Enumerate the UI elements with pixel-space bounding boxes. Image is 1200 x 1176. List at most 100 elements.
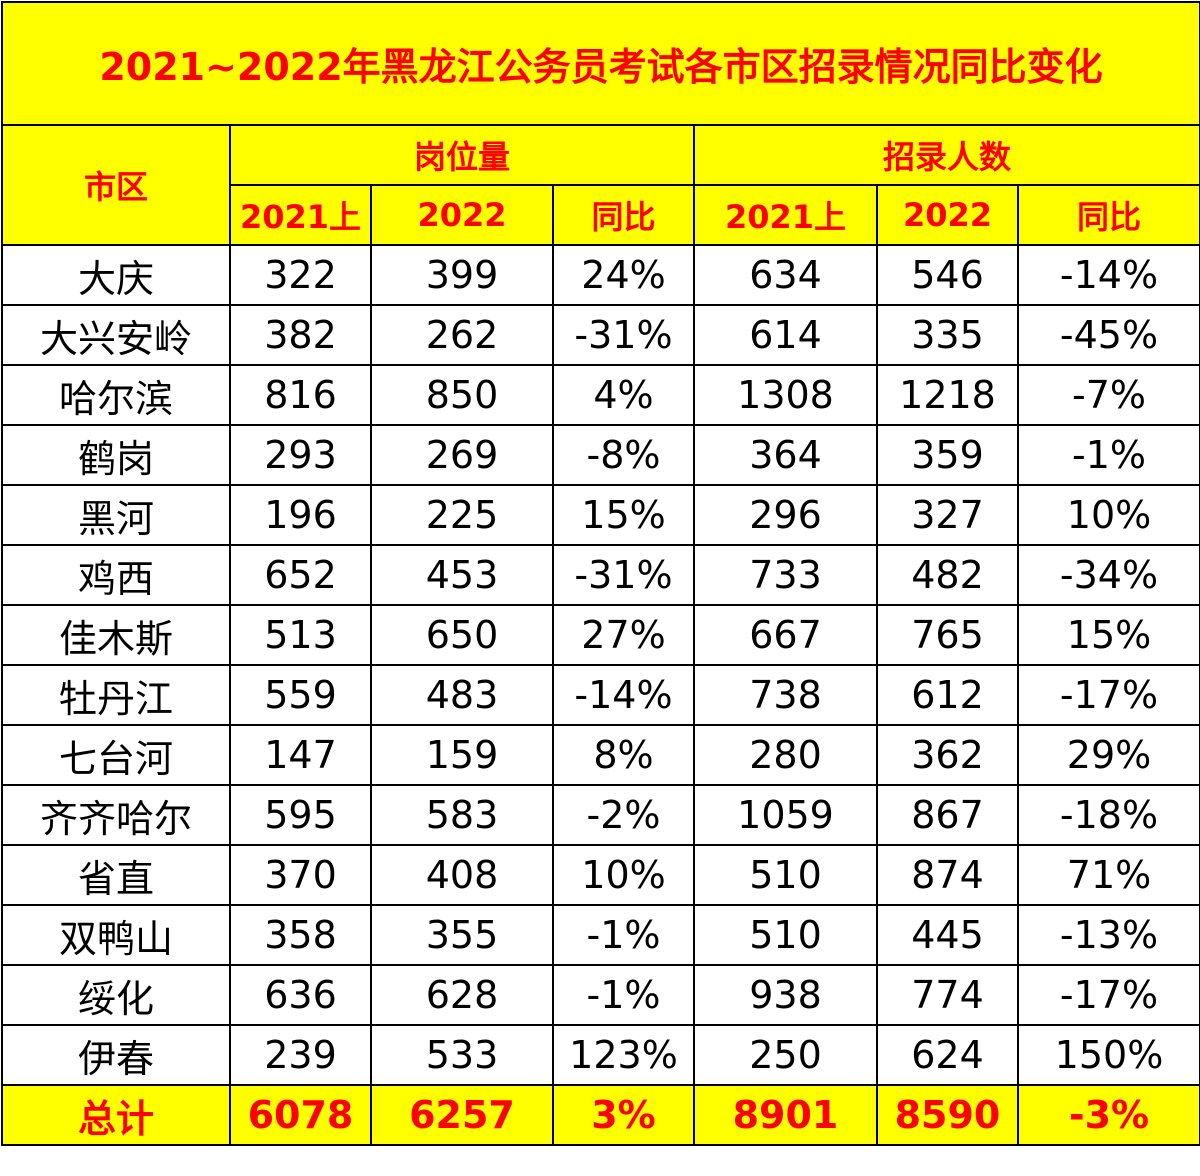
hires-2022-cell: 359 <box>876 424 1019 486</box>
hires-yoy-cell: -14% <box>1017 244 1200 306</box>
hires-yoy-cell: -18% <box>1017 784 1200 846</box>
total-hires-2022-cell: 8590 <box>876 1084 1019 1146</box>
table-row: 七台河 147 159 8% 280 362 29% <box>1 724 1200 786</box>
positions-yoy-cell: -2% <box>552 784 695 846</box>
hires-yoy-cell: -17% <box>1017 664 1200 726</box>
region-cell: 齐齐哈尔 <box>1 784 231 846</box>
total-positions-2021-cell: 6078 <box>229 1084 372 1146</box>
table-row: 黑河 196 225 15% 296 327 10% <box>1 484 1200 546</box>
region-header: 市区 <box>1 124 231 246</box>
positions-2022-cell: 408 <box>370 844 554 906</box>
table-row: 省直 370 408 10% 510 874 71% <box>1 844 1200 906</box>
hires-2021-cell: 1308 <box>693 364 878 426</box>
region-cell: 牡丹江 <box>1 664 231 726</box>
hires-2021-cell: 667 <box>693 604 878 666</box>
positions-group-header: 岗位量 <box>229 124 695 186</box>
table-title: 2021~2022年黑龙江公务员考试各市区招录情况同比变化 <box>1 1 1200 126</box>
hires-2022-cell: 362 <box>876 724 1019 786</box>
hires-2022-cell: 445 <box>876 904 1019 966</box>
hires-2022-cell: 1218 <box>876 364 1019 426</box>
region-cell: 大庆 <box>1 244 231 306</box>
positions-yoy-cell: 24% <box>552 244 695 306</box>
positions-yoy-cell: 123% <box>552 1024 695 1086</box>
positions-yoy-cell: -1% <box>552 904 695 966</box>
hires-yoy-cell: -7% <box>1017 364 1200 426</box>
region-cell: 省直 <box>1 844 231 906</box>
hires-group-header: 招录人数 <box>693 124 1200 186</box>
positions-yoy-cell: 27% <box>552 604 695 666</box>
total-positions-yoy-cell: 3% <box>552 1084 695 1146</box>
hires-2022-cell: 546 <box>876 244 1019 306</box>
hires-2022-cell: 335 <box>876 304 1019 366</box>
hires-yoy-cell: -1% <box>1017 424 1200 486</box>
positions-2022-cell: 262 <box>370 304 554 366</box>
positions-2021-cell: 816 <box>229 364 372 426</box>
positions-yoy-cell: -31% <box>552 544 695 606</box>
hires-2022-cell: 327 <box>876 484 1019 546</box>
table-row: 牡丹江 559 483 -14% 738 612 -17% <box>1 664 1200 726</box>
hires-2022-cell: 482 <box>876 544 1019 606</box>
positions-2021-cell: 196 <box>229 484 372 546</box>
hires-2021-cell: 733 <box>693 544 878 606</box>
hires-2022-cell: 774 <box>876 964 1019 1026</box>
table-row: 鸡西 652 453 -31% 733 482 -34% <box>1 544 1200 606</box>
table-row: 双鸭山 358 355 -1% 510 445 -13% <box>1 904 1200 966</box>
hires-2021-cell: 738 <box>693 664 878 726</box>
region-cell: 佳木斯 <box>1 604 231 666</box>
title-row: 2021~2022年黑龙江公务员考试各市区招录情况同比变化 <box>1 1 1200 126</box>
positions-yoy-cell: -8% <box>552 424 695 486</box>
hires-2021-cell: 364 <box>693 424 878 486</box>
hires-2021-cell: 510 <box>693 904 878 966</box>
hires-2021-cell: 250 <box>693 1024 878 1086</box>
hires-yoy-cell: -34% <box>1017 544 1200 606</box>
hires-2021-cell: 938 <box>693 964 878 1026</box>
positions-2021-cell: 293 <box>229 424 372 486</box>
positions-yoy-cell: -14% <box>552 664 695 726</box>
positions-2022-cell: 355 <box>370 904 554 966</box>
total-hires-yoy-cell: -3% <box>1017 1084 1200 1146</box>
hires-2022-cell: 765 <box>876 604 1019 666</box>
table-row: 绥化 636 628 -1% 938 774 -17% <box>1 964 1200 1026</box>
region-cell: 哈尔滨 <box>1 364 231 426</box>
sub-header-row: 2021上 2022 同比 2021上 2022 同比 <box>2 184 1200 246</box>
hires-2021-cell: 634 <box>693 244 878 306</box>
region-cell: 伊春 <box>1 1024 231 1086</box>
region-cell: 七台河 <box>1 724 231 786</box>
hires-2022-cell: 612 <box>876 664 1019 726</box>
table-row: 大庆 322 399 24% 634 546 -14% <box>1 244 1200 306</box>
positions-2022-cell: 483 <box>370 664 554 726</box>
hires-yoy-cell: 15% <box>1017 604 1200 666</box>
positions-2022-header: 2022 <box>370 184 554 246</box>
positions-2022-cell: 159 <box>370 724 554 786</box>
region-cell: 黑河 <box>1 484 231 546</box>
positions-2021-cell: 239 <box>229 1024 372 1086</box>
positions-2021-cell: 595 <box>229 784 372 846</box>
positions-2021-cell: 147 <box>229 724 372 786</box>
region-cell: 鸡西 <box>1 544 231 606</box>
positions-2022-cell: 269 <box>370 424 554 486</box>
hires-yoy-header: 同比 <box>1017 184 1200 246</box>
positions-2022-cell: 453 <box>370 544 554 606</box>
hires-yoy-cell: -45% <box>1017 304 1200 366</box>
positions-2021-cell: 382 <box>229 304 372 366</box>
positions-yoy-cell: 15% <box>552 484 695 546</box>
positions-2022-cell: 399 <box>370 244 554 306</box>
table-row: 哈尔滨 816 850 4% 1308 1218 -7% <box>1 364 1200 426</box>
table-row: 佳木斯 513 650 27% 667 765 15% <box>1 604 1200 666</box>
table-row: 鹤岗 293 269 -8% 364 359 -1% <box>1 424 1200 486</box>
hires-yoy-cell: 29% <box>1017 724 1200 786</box>
total-row: 总计 6078 6257 3% 8901 8590 -3% <box>1 1084 1200 1146</box>
positions-yoy-cell: 4% <box>552 364 695 426</box>
positions-2021-cell: 636 <box>229 964 372 1026</box>
total-label: 总计 <box>1 1084 231 1146</box>
total-positions-2022-cell: 6257 <box>370 1084 554 1146</box>
positions-yoy-cell: 8% <box>552 724 695 786</box>
hires-2022-cell: 874 <box>876 844 1019 906</box>
positions-2022-cell: 650 <box>370 604 554 666</box>
hires-2021-cell: 614 <box>693 304 878 366</box>
hires-yoy-cell: 10% <box>1017 484 1200 546</box>
positions-yoy-cell: 10% <box>552 844 695 906</box>
region-cell: 双鸭山 <box>1 904 231 966</box>
hires-2022-cell: 867 <box>876 784 1019 846</box>
positions-2021-cell: 559 <box>229 664 372 726</box>
